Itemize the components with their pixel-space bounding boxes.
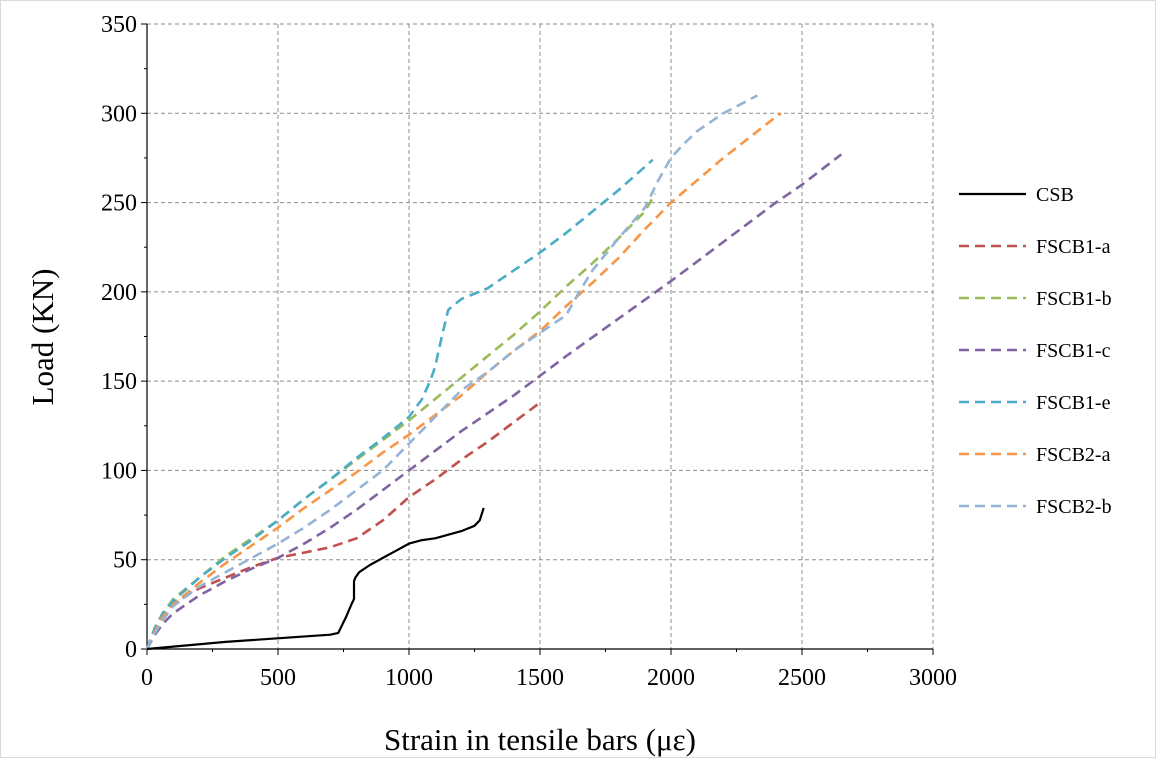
y-tick-label: 0 [125, 637, 137, 663]
legend: CSB FSCB1-a FSCB1-b FSCB1-c FSCB1-e FSCB2-a FS… [959, 184, 1112, 518]
x-tick-label: 500 [260, 665, 296, 691]
legend-label: FSCB1-e [1036, 392, 1111, 414]
legend-label: FSCB1-b [1036, 288, 1112, 310]
x-tick-label: 1500 [516, 665, 564, 691]
y-tick-label: 150 [101, 369, 137, 395]
x-tick-label: 0 [141, 665, 153, 691]
series-line-fscb1-c [145, 153, 843, 650]
y-tick-label: 350 [101, 12, 137, 38]
y-tick-label: 300 [101, 101, 137, 127]
series-line-fscb1-b [145, 192, 657, 650]
legend-label: FSCB2-a [1036, 444, 1111, 466]
y-axis-title: Load (KN) [25, 269, 60, 406]
series-line-fscb2-b [145, 94, 759, 650]
legend-label: FSCB1-c [1036, 340, 1111, 362]
legend-label: CSB [1036, 184, 1074, 206]
x-tick-label: 2500 [778, 665, 826, 691]
y-tick-label: 50 [113, 548, 137, 574]
y-tick-label: 200 [101, 280, 137, 306]
tick-labels: 0 50 100 150 200 250 300 350 0 500 1000 1500 2000 250… [101, 12, 957, 691]
series-line-fscb2-a [145, 112, 782, 650]
axes [141, 23, 934, 655]
series-lines [145, 94, 843, 651]
series-line-fscb1-a [145, 401, 541, 650]
legend-label: FSCB1-a [1036, 236, 1111, 258]
x-tick-label: 3000 [909, 665, 957, 691]
series-line-csb [146, 507, 485, 651]
series-line-fscb1-e [145, 158, 654, 650]
y-tick-label: 100 [101, 458, 137, 484]
y-tick-label: 250 [101, 191, 137, 217]
x-axis-title: Strain in tensile bars (με) [384, 722, 696, 757]
x-tick-label: 1000 [385, 665, 433, 691]
legend-label: FSCB2-b [1036, 496, 1112, 518]
grid-lines [147, 23, 934, 649]
x-tick-label: 2000 [647, 665, 695, 691]
